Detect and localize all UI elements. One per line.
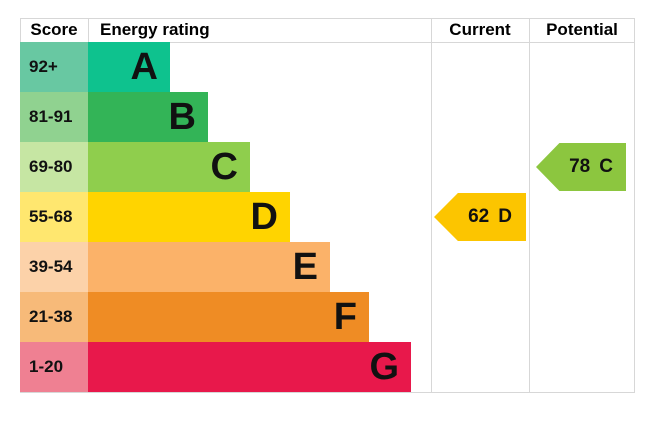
band-score-cell: 1-20 bbox=[20, 342, 88, 392]
band-letter: E bbox=[292, 245, 318, 288]
band-score-range: 92+ bbox=[29, 57, 58, 76]
header-bottom-border bbox=[20, 42, 635, 43]
band-bar: G bbox=[88, 342, 411, 392]
band-score-cell: 21-38 bbox=[20, 292, 88, 342]
band-score-cell: 69-80 bbox=[20, 142, 88, 192]
band-letter: C bbox=[210, 145, 238, 188]
band-row: 92+ A bbox=[20, 42, 170, 92]
band-score-range: 1-20 bbox=[29, 357, 64, 376]
current-rating-value: 62 bbox=[468, 206, 490, 227]
band-bar: D bbox=[88, 192, 290, 242]
band-score-cell: 55-68 bbox=[20, 192, 88, 242]
band-bar: F bbox=[88, 292, 369, 342]
band-score-range: 55-68 bbox=[29, 207, 73, 226]
table-bottom-border bbox=[20, 392, 635, 393]
band-score-range: 81-91 bbox=[29, 107, 73, 126]
band-letter: B bbox=[168, 95, 196, 138]
band-bar: B bbox=[88, 92, 208, 142]
current-column-left-border bbox=[431, 18, 432, 392]
score-column-separator bbox=[88, 18, 89, 42]
table-top-border bbox=[20, 18, 635, 19]
band-score-cell: 92+ bbox=[20, 42, 88, 92]
band-row: 39-54 E bbox=[20, 242, 330, 292]
column-header-current: Current bbox=[449, 20, 511, 39]
band-letter: A bbox=[130, 45, 158, 88]
current-rating-arrow: 62 D bbox=[434, 193, 526, 241]
potential-rating-letter: C bbox=[599, 156, 613, 177]
potential-column-left-border bbox=[529, 18, 530, 392]
band-row: 1-20 G bbox=[20, 342, 411, 392]
column-header-potential: Potential bbox=[546, 20, 618, 39]
current-rating-letter: D bbox=[498, 206, 512, 227]
table-right-border bbox=[634, 18, 635, 392]
column-header-score: Score bbox=[30, 20, 78, 39]
band-letter: G bbox=[369, 345, 399, 388]
band-score-cell: 81-91 bbox=[20, 92, 88, 142]
band-bar: A bbox=[88, 42, 170, 92]
band-letter: D bbox=[250, 195, 278, 238]
band-score-cell: 39-54 bbox=[20, 242, 88, 292]
band-bar: E bbox=[88, 242, 330, 292]
band-bar: C bbox=[88, 142, 250, 192]
band-letter: F bbox=[333, 295, 357, 338]
band-score-range: 21-38 bbox=[29, 307, 73, 326]
potential-rating-value: 78 bbox=[569, 156, 591, 177]
band-row: 81-91 B bbox=[20, 92, 208, 142]
band-row: 69-80 C bbox=[20, 142, 250, 192]
header-left-border bbox=[20, 18, 21, 42]
potential-rating-arrow: 78 C bbox=[536, 143, 626, 191]
band-row: 55-68 D bbox=[20, 192, 290, 242]
band-row: 21-38 F bbox=[20, 292, 369, 342]
band-score-range: 69-80 bbox=[29, 157, 73, 176]
column-header-energy-rating: Energy rating bbox=[100, 20, 210, 39]
band-score-range: 39-54 bbox=[29, 257, 73, 276]
